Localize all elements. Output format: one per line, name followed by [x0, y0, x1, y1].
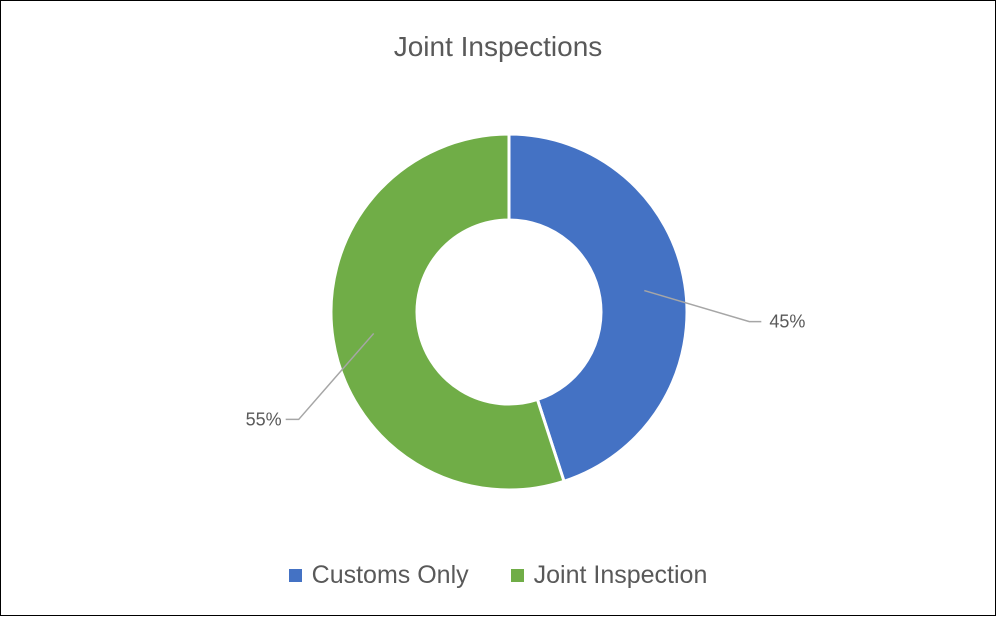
slice-joint-inspection: [329, 132, 566, 492]
data-labels: 45% 55%: [246, 312, 806, 430]
donut-slices: [329, 132, 689, 492]
legend-item-joint-inspection: Joint Inspection: [510, 561, 708, 590]
data-label-customs-only: 45%: [769, 312, 805, 332]
legend-swatch-joint-inspection: [510, 569, 524, 582]
legend-item-customs-only: Customs Only: [288, 561, 469, 590]
legend-swatch-customs-only: [288, 569, 302, 582]
leader-lines: [285, 289, 762, 421]
data-label-joint-inspection: 55%: [246, 409, 282, 429]
chart-title: Joint Inspections: [393, 31, 603, 62]
legend-label-joint-inspection: Joint Inspection: [533, 561, 708, 589]
leader-line-customs-only: [644, 289, 762, 323]
leader-line-joint-inspection: [285, 332, 375, 421]
legend-label-customs-only: Customs Only: [311, 561, 469, 589]
legend: Customs Only Joint Inspection: [1, 561, 995, 590]
slice-customs-only: [507, 132, 689, 484]
